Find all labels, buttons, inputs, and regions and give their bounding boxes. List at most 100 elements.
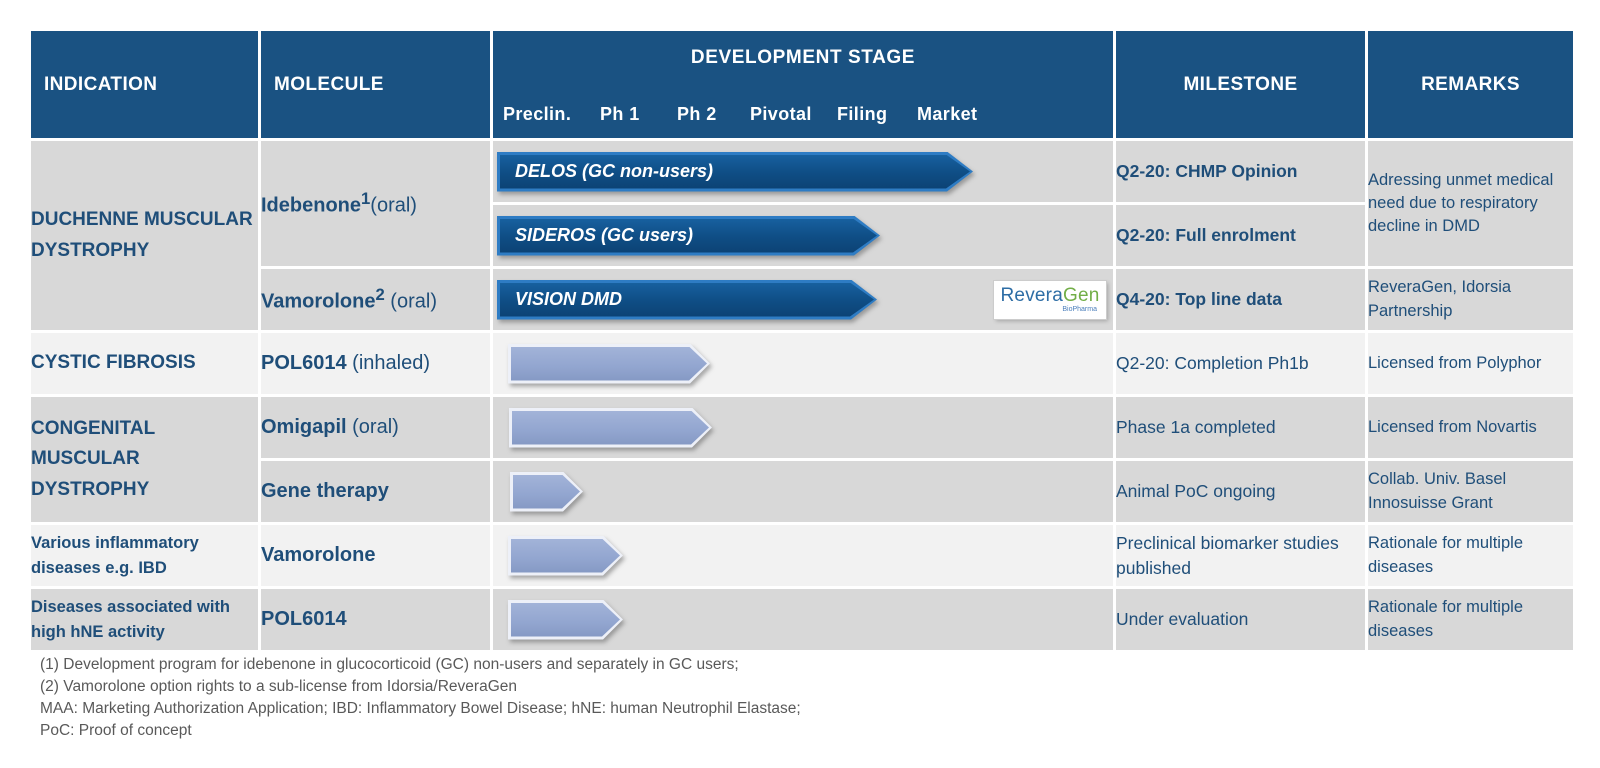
molecule-footnote-ref: 2 [375, 285, 385, 305]
pipeline-table: INDICATION MOLECULE DEVELOPMENT STAGE Pr… [28, 28, 1576, 653]
pipeline-row: Vamorolone2 (oral) VISION DMD ReveraGen Bio… [30, 266, 1576, 333]
indication-cell: Various inflammatory diseases e.g. IBD [28, 522, 261, 589]
molecule-cell: Vamorolone2 (oral) [258, 266, 493, 333]
dev-stage-cell [490, 522, 1116, 589]
milestone-cell: Q2-20: CHMP Opinion [1113, 138, 1368, 205]
pipeline-row: DUCHENNE MUSCULAR DYSTROPHY Idebenone1(or… [28, 138, 1576, 333]
pipeline-row: SIDEROS (GC users) Q2-20: Full enrolment [30, 202, 1575, 269]
dev-stage-cell: DELOS (GC non-users) [490, 138, 1116, 205]
pipeline-arrow [509, 408, 712, 448]
dev-stage-cell: SIDEROS (GC users) [490, 202, 1116, 269]
molecule-route: (oral) [384, 290, 437, 313]
footnotes: (1) Development program for idebenone in… [40, 654, 801, 742]
dev-stage-cell [490, 394, 1116, 461]
milestone-cell: Q4-20: Top line data [1113, 266, 1368, 333]
milestone-cell: Preclinical biomarker studies published [1113, 522, 1368, 589]
molecule-footnote-ref: 1 [361, 189, 371, 209]
pipeline-row: Various inflammatory diseases e.g. IBD Va… [28, 522, 1576, 589]
pipeline-arrow: DELOS (GC non-users) [497, 152, 973, 192]
pipeline-arrow: SIDEROS (GC users) [497, 216, 880, 256]
pipeline-row: Gene therapy Animal PoC ongoing Collab. Un… [30, 458, 1576, 525]
remarks-cell: ReveraGen, Idorsia Partnership [1365, 266, 1576, 333]
arrow-fill [512, 411, 709, 445]
dev-stage-cell [490, 586, 1116, 653]
reveragen-logo-main: Revera [1000, 285, 1063, 306]
footnote-line: MAA: Marketing Authorization Application… [40, 700, 801, 717]
remarks-cell: Adressing unmet medical need due to resp… [1365, 138, 1576, 269]
indication-cell: Diseases associated with high hNE activi… [28, 586, 261, 653]
arrow-fill [500, 219, 877, 253]
indication-cell: CONGENITAL MUSCULAR DYSTROPHY [28, 394, 261, 525]
remarks-cell: Rationale for multiple diseases [1365, 522, 1576, 589]
molecule-name: Vamorolone [261, 290, 376, 313]
pipeline-row: CYSTIC FIBROSIS POL6014 (inhaled) Q2-20: C… [28, 330, 1576, 397]
remarks-cell: Rationale for multiple diseases [1365, 586, 1576, 653]
arrow-fill [511, 539, 620, 573]
milestone-cell: Under evaluation [1113, 586, 1368, 653]
header-row: INDICATION MOLECULE DEVELOPMENT STAGE Pr… [28, 28, 1576, 141]
arrow-label: VISION DMD [515, 288, 623, 309]
molecule-route: (inhaled) [346, 352, 430, 374]
stage-label-ph2: Ph 2 [677, 104, 717, 124]
arrow-fill [511, 347, 707, 381]
stage-label-pivotal: Pivotal [750, 104, 812, 124]
pipeline-arrow: VISION DMD [497, 280, 877, 320]
col-header-molecule: MOLECULE [258, 28, 493, 141]
arrow-fill [500, 155, 970, 189]
remarks-cell: Licensed from Polyphor [1365, 330, 1576, 397]
col-header-indication: INDICATION [28, 28, 261, 141]
footnote-line: (1) Development program for idebenone in… [40, 656, 739, 673]
molecule-name: Vamorolone [261, 544, 376, 566]
reveragen-logo-accent: Gen [1062, 285, 1100, 306]
col-header-remarks: REMARKS [1365, 28, 1576, 141]
molecule-name: Omigapil [261, 416, 347, 438]
arrow-fill [511, 603, 620, 637]
reveragen-logo-text: ReveraGen [1001, 286, 1100, 305]
pipeline-arrow [508, 600, 623, 640]
molecule-cell: Idebenone1(oral) [258, 138, 493, 269]
dev-stage-cell [490, 458, 1116, 525]
arrow-label: SIDEROS (GC users) [515, 224, 694, 245]
pipeline-arrow [508, 344, 710, 384]
milestone-cell: Q2-20: Full enrolment [1113, 202, 1368, 269]
stage-label-market: Market [917, 104, 978, 124]
pipeline-arrow [508, 536, 623, 576]
milestone-cell: Animal PoC ongoing [1113, 458, 1368, 525]
development-stage-title: DEVELOPMENT STAGE [690, 47, 916, 68]
remarks-cell: Licensed from Novartis [1365, 394, 1576, 461]
molecule-name: POL6014 [261, 352, 347, 374]
footnote-line: (2) Vamorolone option rights to a sub-li… [40, 678, 517, 695]
stage-labels: Preclin. Ph 1 Ph 2 Pivotal Filing Market [493, 104, 1113, 128]
molecule-name: POL6014 [261, 608, 347, 630]
stage-label-preclin: Preclin. [503, 104, 572, 124]
pipeline-row: CONGENITAL MUSCULAR DYSTROPHY Omigapil (o… [28, 394, 1576, 525]
pipeline-arrow [510, 472, 583, 512]
arrow-fill [500, 283, 874, 317]
molecule-cell: POL6014 (inhaled) [258, 330, 493, 397]
molecule-cell: POL6014 [258, 586, 493, 653]
molecule-cell: Gene therapy [258, 458, 493, 525]
stage-label-filing: Filing [837, 104, 888, 124]
indication-cell: DUCHENNE MUSCULAR DYSTROPHY [28, 138, 261, 333]
milestone-cell: Phase 1a completed [1113, 394, 1368, 461]
indication-cell: CYSTIC FIBROSIS [28, 330, 261, 397]
col-header-development-stage: DEVELOPMENT STAGE Preclin. Ph 1 Ph 2 Piv… [490, 28, 1116, 141]
molecule-route: (oral) [370, 194, 417, 217]
reveragen-logo: ReveraGen BioPharma [994, 280, 1106, 319]
molecule-cell: Vamorolone [258, 522, 493, 589]
footnote-line: PoC: Proof of concept [40, 722, 192, 739]
col-header-milestone: MILESTONE [1113, 28, 1368, 141]
molecule-cell: Omigapil (oral) [258, 394, 493, 461]
arrow-label: DELOS (GC non-users) [515, 160, 714, 181]
dev-stage-cell [490, 330, 1116, 397]
reveragen-logo-sub: BioPharma [1062, 306, 1097, 313]
pipeline-row: Diseases associated with high hNE activi… [28, 586, 1576, 653]
milestone-cell: Q2-20: Completion Ph1b [1113, 330, 1368, 397]
molecule-name: Idebenone [261, 194, 362, 217]
stage-label-ph1: Ph 1 [600, 104, 640, 124]
remarks-cell: Collab. Univ. Basel Innosuisse Grant [1365, 458, 1576, 525]
molecule-name: Gene therapy [261, 480, 389, 502]
molecule-route: (oral) [346, 416, 399, 438]
dev-stage-cell: VISION DMD ReveraGen BioPharma [490, 266, 1116, 333]
